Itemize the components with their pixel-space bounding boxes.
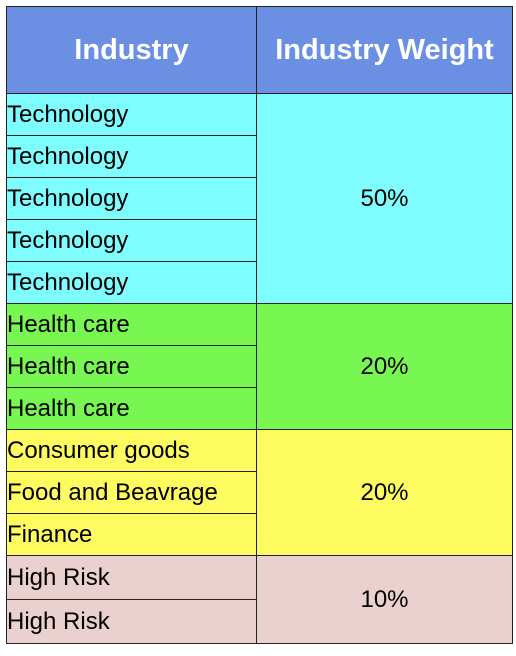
industry-cell: Food and Beavrage [6,471,257,514]
header-row: Industry Industry Weight [6,6,513,94]
weight-cell: 20% [256,429,513,556]
industry-cell: Health care [6,303,257,346]
table-row: Food and Beavrage [6,471,513,514]
weight-cell: 20% [256,303,513,430]
header-industry: Industry [6,6,257,94]
industry-cell: Technology [6,177,257,220]
industry-cell: Finance [6,513,257,556]
industry-cell: Technology [6,261,257,304]
weight-cell: 50% [256,93,513,304]
table-row: Health care [6,345,513,388]
table-row: Consumer goods 20% [6,429,513,556]
weight-cell: 10% [256,555,513,644]
industry-cell: Technology [6,219,257,262]
table-row: High Risk 10% [6,555,513,644]
industry-weight-table: Industry Industry Weight Technology 50% … [6,6,513,644]
table-row: Technology [6,261,513,304]
table-row: Finance [6,513,513,556]
table-row: Technology [6,135,513,178]
industry-cell: High Risk [6,599,257,644]
industry-cell: Technology [6,93,257,136]
table-row: High Risk [6,599,513,644]
industry-cell: High Risk [6,555,257,600]
industry-cell: Health care [6,345,257,388]
table-row: Health care [6,387,513,430]
header-industry-weight: Industry Weight [256,6,513,94]
industry-cell: Technology [6,135,257,178]
table-row: Health care 20% [6,303,513,430]
industry-cell: Health care [6,387,257,430]
table-row: Technology 50% [6,93,513,304]
table-row: Technology [6,177,513,220]
industry-cell: Consumer goods [6,429,257,472]
